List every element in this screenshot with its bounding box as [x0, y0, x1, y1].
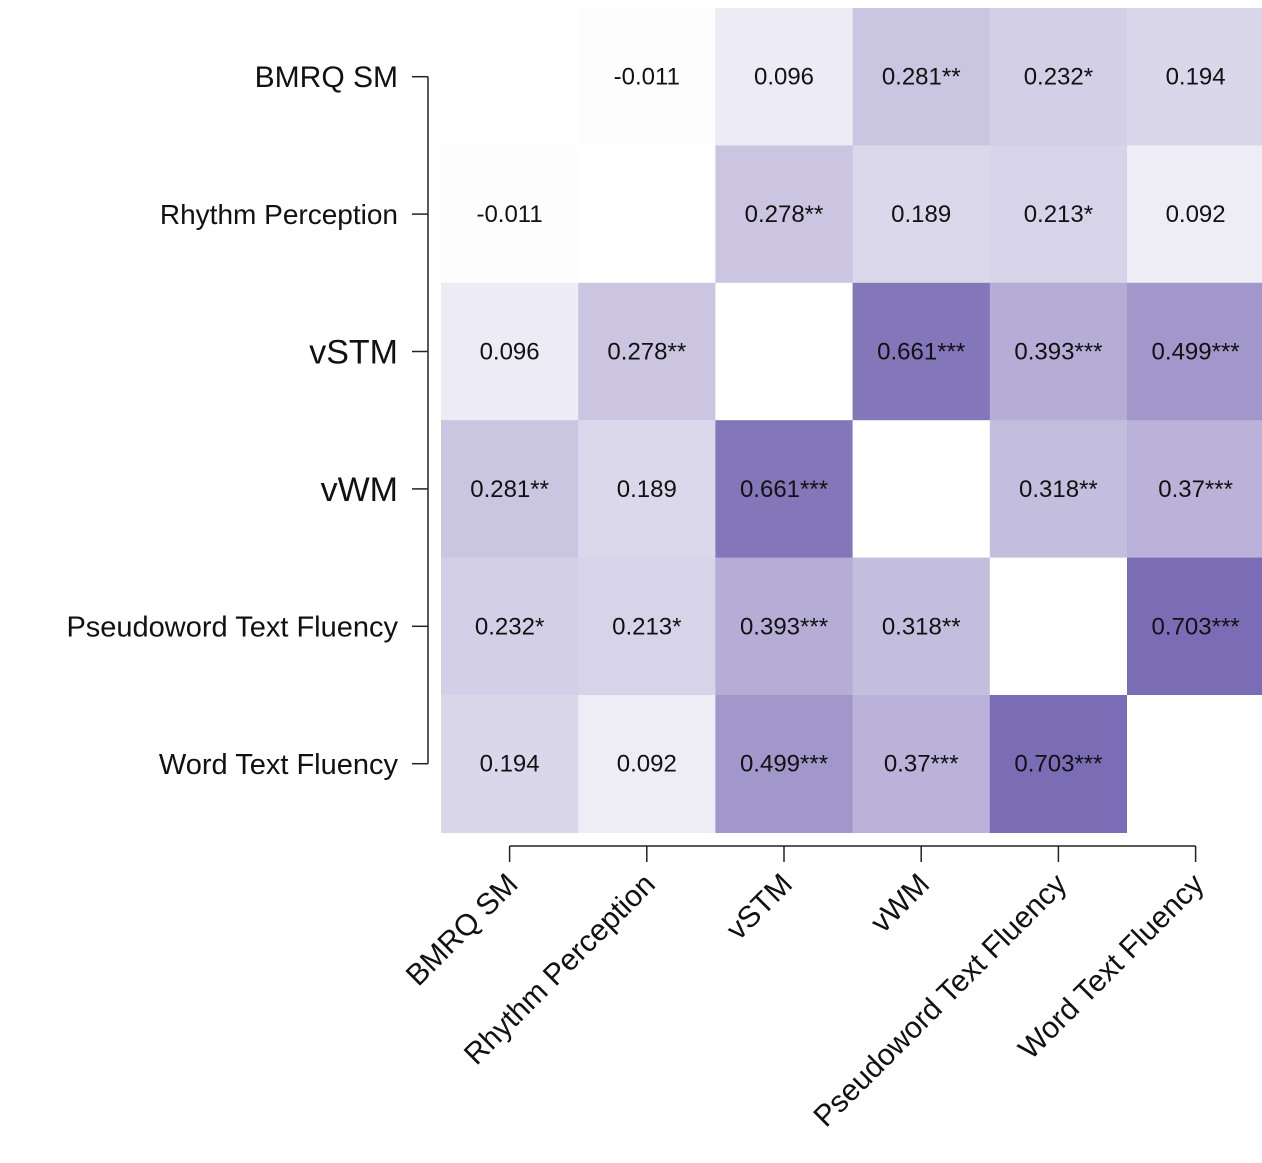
heatmap-cell	[578, 420, 716, 559]
cell-value-label: 0.232*	[475, 613, 544, 640]
y-axis: BMRQ SM Rhythm Perception vSTM vWM Pseudowor…	[66, 61, 429, 781]
cell-value-label: 0.37***	[884, 751, 959, 778]
col-label-bmrq-sm: BMRQ SM	[400, 868, 525, 993]
heatmap-cell	[852, 420, 991, 559]
col-label-vstm: vSTM	[720, 868, 799, 947]
heatmap-cell	[715, 557, 854, 696]
row-label-word-text-fluency: Word Text Fluency	[159, 749, 399, 781]
heatmap-cell	[441, 282, 579, 421]
heatmap-cell	[1127, 420, 1262, 559]
cell-value-label: 0.281**	[882, 64, 961, 91]
heatmap-cell	[989, 420, 1128, 559]
col-label-pseudoword-text-fluency: Pseudoword Text Fluency	[807, 868, 1073, 1134]
heatmap-cell	[989, 8, 1128, 146]
heatmap-cell	[715, 145, 854, 284]
cell-value-label: 0.393***	[740, 613, 828, 640]
cell-value-label: 0.194	[1166, 64, 1226, 91]
heatmap-cell	[1127, 282, 1262, 421]
heatmap-cell	[441, 420, 579, 559]
heatmap-cell	[1127, 145, 1262, 284]
heatmap-cell	[715, 695, 854, 833]
row-label-vstm: vSTM	[309, 333, 398, 371]
heatmap-cell	[715, 420, 854, 559]
cell-value-label: 0.393***	[1014, 339, 1102, 366]
heatmap-cell	[989, 282, 1128, 421]
cell-value-label: 0.096	[754, 64, 814, 91]
heatmap-cell	[578, 695, 716, 833]
heatmap-cells: -0.011 0.096 0.281** 0.232* 0.194 -0.011 0.278…	[441, 8, 1262, 833]
heatmap-cell	[441, 8, 579, 146]
cell-value-label: 0.278**	[745, 201, 824, 228]
cell-value-label: 0.661***	[877, 339, 965, 366]
heatmap-cell	[578, 282, 716, 421]
cell-value-label: 0.499***	[1152, 339, 1240, 366]
cell-value-label: -0.011	[476, 201, 542, 228]
cell-value-label: -0.011	[614, 64, 680, 91]
heatmap-cell	[441, 557, 579, 696]
heatmap-cell	[852, 282, 991, 421]
cell-value-label: 0.661***	[740, 476, 828, 503]
cell-value-label: 0.189	[891, 201, 951, 228]
row-label-pseudoword-text-fluency: Pseudoword Text Fluency	[66, 611, 398, 643]
heatmap-cell	[852, 8, 991, 146]
row-label-bmrq-sm: BMRQ SM	[255, 61, 398, 94]
cell-value-label: 0.189	[617, 476, 677, 503]
heatmap-cell	[852, 557, 991, 696]
heatmap-cell	[989, 145, 1128, 284]
row-label-rhythm-perception: Rhythm Perception	[160, 199, 398, 230]
cell-value-label: 0.213*	[612, 613, 681, 640]
heatmap-cell	[578, 145, 716, 284]
heatmap-cell	[989, 695, 1128, 833]
cell-value-label: 0.096	[480, 339, 540, 366]
cell-value-label: 0.092	[1166, 201, 1226, 228]
cell-value-label: 0.281**	[470, 476, 549, 503]
heatmap-cell	[1127, 8, 1262, 146]
heatmap-cell	[989, 557, 1128, 696]
heatmap-cell	[852, 695, 991, 833]
heatmap-cell	[1127, 695, 1262, 833]
cell-value-label: 0.092	[617, 751, 677, 778]
cell-value-label: 0.703***	[1014, 751, 1102, 778]
heatmap-cell	[852, 145, 991, 284]
heatmap-cell	[578, 8, 716, 146]
cell-value-label: 0.194	[480, 751, 540, 778]
heatmap-cell	[578, 557, 716, 696]
cell-value-label: 0.318**	[882, 613, 961, 640]
cell-value-label: 0.499***	[740, 751, 828, 778]
heatmap-cell	[1127, 557, 1262, 696]
cell-value-label: 0.37***	[1158, 476, 1233, 503]
heatmap-cell	[441, 695, 579, 833]
cell-value-label: 0.318**	[1019, 476, 1098, 503]
heatmap-cell	[715, 282, 854, 421]
cell-value-label: 0.213*	[1024, 201, 1093, 228]
col-label-vwm: vWM	[865, 868, 937, 940]
heatmap-cell	[715, 8, 854, 146]
cell-value-label: 0.703***	[1152, 613, 1240, 640]
row-label-vwm: vWM	[321, 471, 398, 509]
heatmap-cell	[441, 145, 579, 284]
cell-value-label: 0.278**	[607, 339, 686, 366]
cell-value-label: 0.232*	[1024, 64, 1093, 91]
